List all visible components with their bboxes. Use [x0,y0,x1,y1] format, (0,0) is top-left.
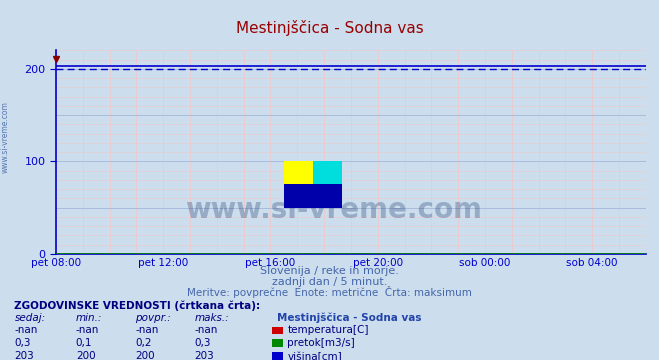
Text: Mestinjščica - Sodna vas: Mestinjščica - Sodna vas [236,20,423,36]
Text: 0,3: 0,3 [194,338,211,348]
Text: temperatura[C]: temperatura[C] [287,325,369,336]
Text: zadnji dan / 5 minut.: zadnji dan / 5 minut. [272,276,387,287]
Text: 203: 203 [194,351,214,360]
Text: 200: 200 [76,351,96,360]
Bar [284,161,313,184]
Text: www.si-vreme.com: www.si-vreme.com [1,101,10,173]
Text: Mestinjščica - Sodna vas: Mestinjščica - Sodna vas [277,312,421,323]
Text: sedaj:: sedaj: [14,312,45,323]
Text: višina[cm]: višina[cm] [287,351,342,360]
Text: Meritve: povprečne  Enote: metrične  Črta: maksimum: Meritve: povprečne Enote: metrične Črta:… [187,286,472,298]
Text: www.si-vreme.com: www.si-vreme.com [185,196,482,224]
Text: Slovenija / reke in morje.: Slovenija / reke in morje. [260,266,399,276]
Bar [284,184,342,208]
Text: ZGODOVINSKE VREDNOSTI (črtkana črta):: ZGODOVINSKE VREDNOSTI (črtkana črta): [14,300,260,311]
Text: min.:: min.: [76,312,102,323]
Bar [313,161,342,184]
Text: maks.:: maks.: [194,312,229,323]
Text: pretok[m3/s]: pretok[m3/s] [287,338,355,348]
Text: 0,1: 0,1 [76,338,92,348]
Text: -nan: -nan [76,325,99,336]
Text: -nan: -nan [135,325,158,336]
Text: 203: 203 [14,351,34,360]
Text: povpr.:: povpr.: [135,312,171,323]
Text: 0,2: 0,2 [135,338,152,348]
Text: 0,3: 0,3 [14,338,31,348]
Text: -nan: -nan [194,325,217,336]
Text: -nan: -nan [14,325,38,336]
Text: 200: 200 [135,351,155,360]
